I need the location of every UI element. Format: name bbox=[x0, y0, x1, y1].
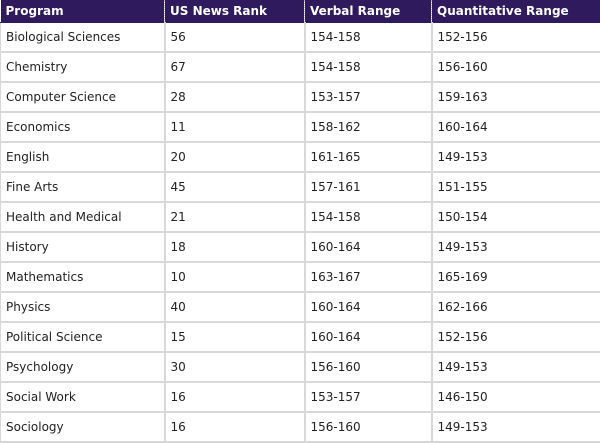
verbal-range-cell: 154-158 bbox=[305, 202, 432, 232]
program-cell: Fine Arts bbox=[1, 172, 165, 202]
quantitative-range-cell: 151-155 bbox=[432, 172, 600, 202]
quantitative-range-cell: 156-160 bbox=[432, 52, 600, 82]
quantitative-range-cell: 165-169 bbox=[432, 262, 600, 292]
us-news-rank-cell: 11 bbox=[165, 112, 305, 142]
us-news-rank-cell: 16 bbox=[165, 412, 305, 442]
quantitative-range-cell: 150-154 bbox=[432, 202, 600, 232]
us-news-rank-cell: 21 bbox=[165, 202, 305, 232]
us-news-rank-cell: 15 bbox=[165, 322, 305, 352]
quantitative-range-cell: 149-153 bbox=[432, 142, 600, 172]
program-cell: Health and Medical bbox=[1, 202, 165, 232]
program-cell: History bbox=[1, 232, 165, 262]
verbal-range-cell: 153-157 bbox=[305, 82, 432, 112]
us-news-rank-cell: 28 bbox=[165, 82, 305, 112]
verbal-range-cell: 161-165 bbox=[305, 142, 432, 172]
quantitative-range-cell: 152-156 bbox=[432, 322, 600, 352]
column-header-us-news-rank: US News Rank bbox=[165, 0, 305, 23]
verbal-range-cell: 156-160 bbox=[305, 412, 432, 442]
program-cell: Social Work bbox=[1, 382, 165, 412]
verbal-range-cell: 160-164 bbox=[305, 322, 432, 352]
quantitative-range-cell: 160-164 bbox=[432, 112, 600, 142]
verbal-range-cell: 163-167 bbox=[305, 262, 432, 292]
program-cell: Economics bbox=[1, 112, 165, 142]
column-header-program: Program bbox=[1, 0, 165, 23]
us-news-rank-cell: 16 bbox=[165, 382, 305, 412]
verbal-range-cell: 157-161 bbox=[305, 172, 432, 202]
quantitative-range-cell: 149-153 bbox=[432, 412, 600, 442]
us-news-rank-cell: 67 bbox=[165, 52, 305, 82]
quantitative-range-cell: 149-153 bbox=[432, 352, 600, 382]
us-news-rank-cell: 45 bbox=[165, 172, 305, 202]
quantitative-range-cell: 152-156 bbox=[432, 23, 600, 53]
verbal-range-cell: 156-160 bbox=[305, 352, 432, 382]
quantitative-range-cell: 146-150 bbox=[432, 382, 600, 412]
us-news-rank-cell: 18 bbox=[165, 232, 305, 262]
table-header: Program US News Rank Verbal Range Quanti… bbox=[1, 0, 600, 23]
quantitative-range-cell: 159-163 bbox=[432, 82, 600, 112]
verbal-range-cell: 154-158 bbox=[305, 52, 432, 82]
program-cell: Political Science bbox=[1, 322, 165, 352]
quantitative-range-cell: 162-166 bbox=[432, 292, 600, 322]
program-cell: Sociology bbox=[1, 412, 165, 442]
header-row: Program US News Rank Verbal Range Quanti… bbox=[1, 0, 600, 23]
us-news-rank-cell: 20 bbox=[165, 142, 305, 172]
us-news-rank-cell: 10 bbox=[165, 262, 305, 292]
program-cell: Physics bbox=[1, 292, 165, 322]
verbal-range-cell: 160-164 bbox=[305, 292, 432, 322]
us-news-rank-cell: 56 bbox=[165, 23, 305, 53]
column-header-verbal-range: Verbal Range bbox=[305, 0, 432, 23]
program-cell: Mathematics bbox=[1, 262, 165, 292]
program-cell: English bbox=[1, 142, 165, 172]
us-news-rank-cell: 30 bbox=[165, 352, 305, 382]
program-cell: Chemistry bbox=[1, 52, 165, 82]
verbal-range-cell: 158-162 bbox=[305, 112, 432, 142]
verbal-range-cell: 153-157 bbox=[305, 382, 432, 412]
verbal-range-cell: 154-158 bbox=[305, 23, 432, 53]
column-header-quantitative-range: Quantitative Range bbox=[432, 0, 600, 23]
verbal-range-cell: 160-164 bbox=[305, 232, 432, 262]
quantitative-range-cell: 149-153 bbox=[432, 232, 600, 262]
program-cell: Psychology bbox=[1, 352, 165, 382]
program-cell: Biological Sciences bbox=[1, 23, 165, 53]
program-cell: Computer Science bbox=[1, 82, 165, 112]
us-news-rank-cell: 40 bbox=[165, 292, 305, 322]
